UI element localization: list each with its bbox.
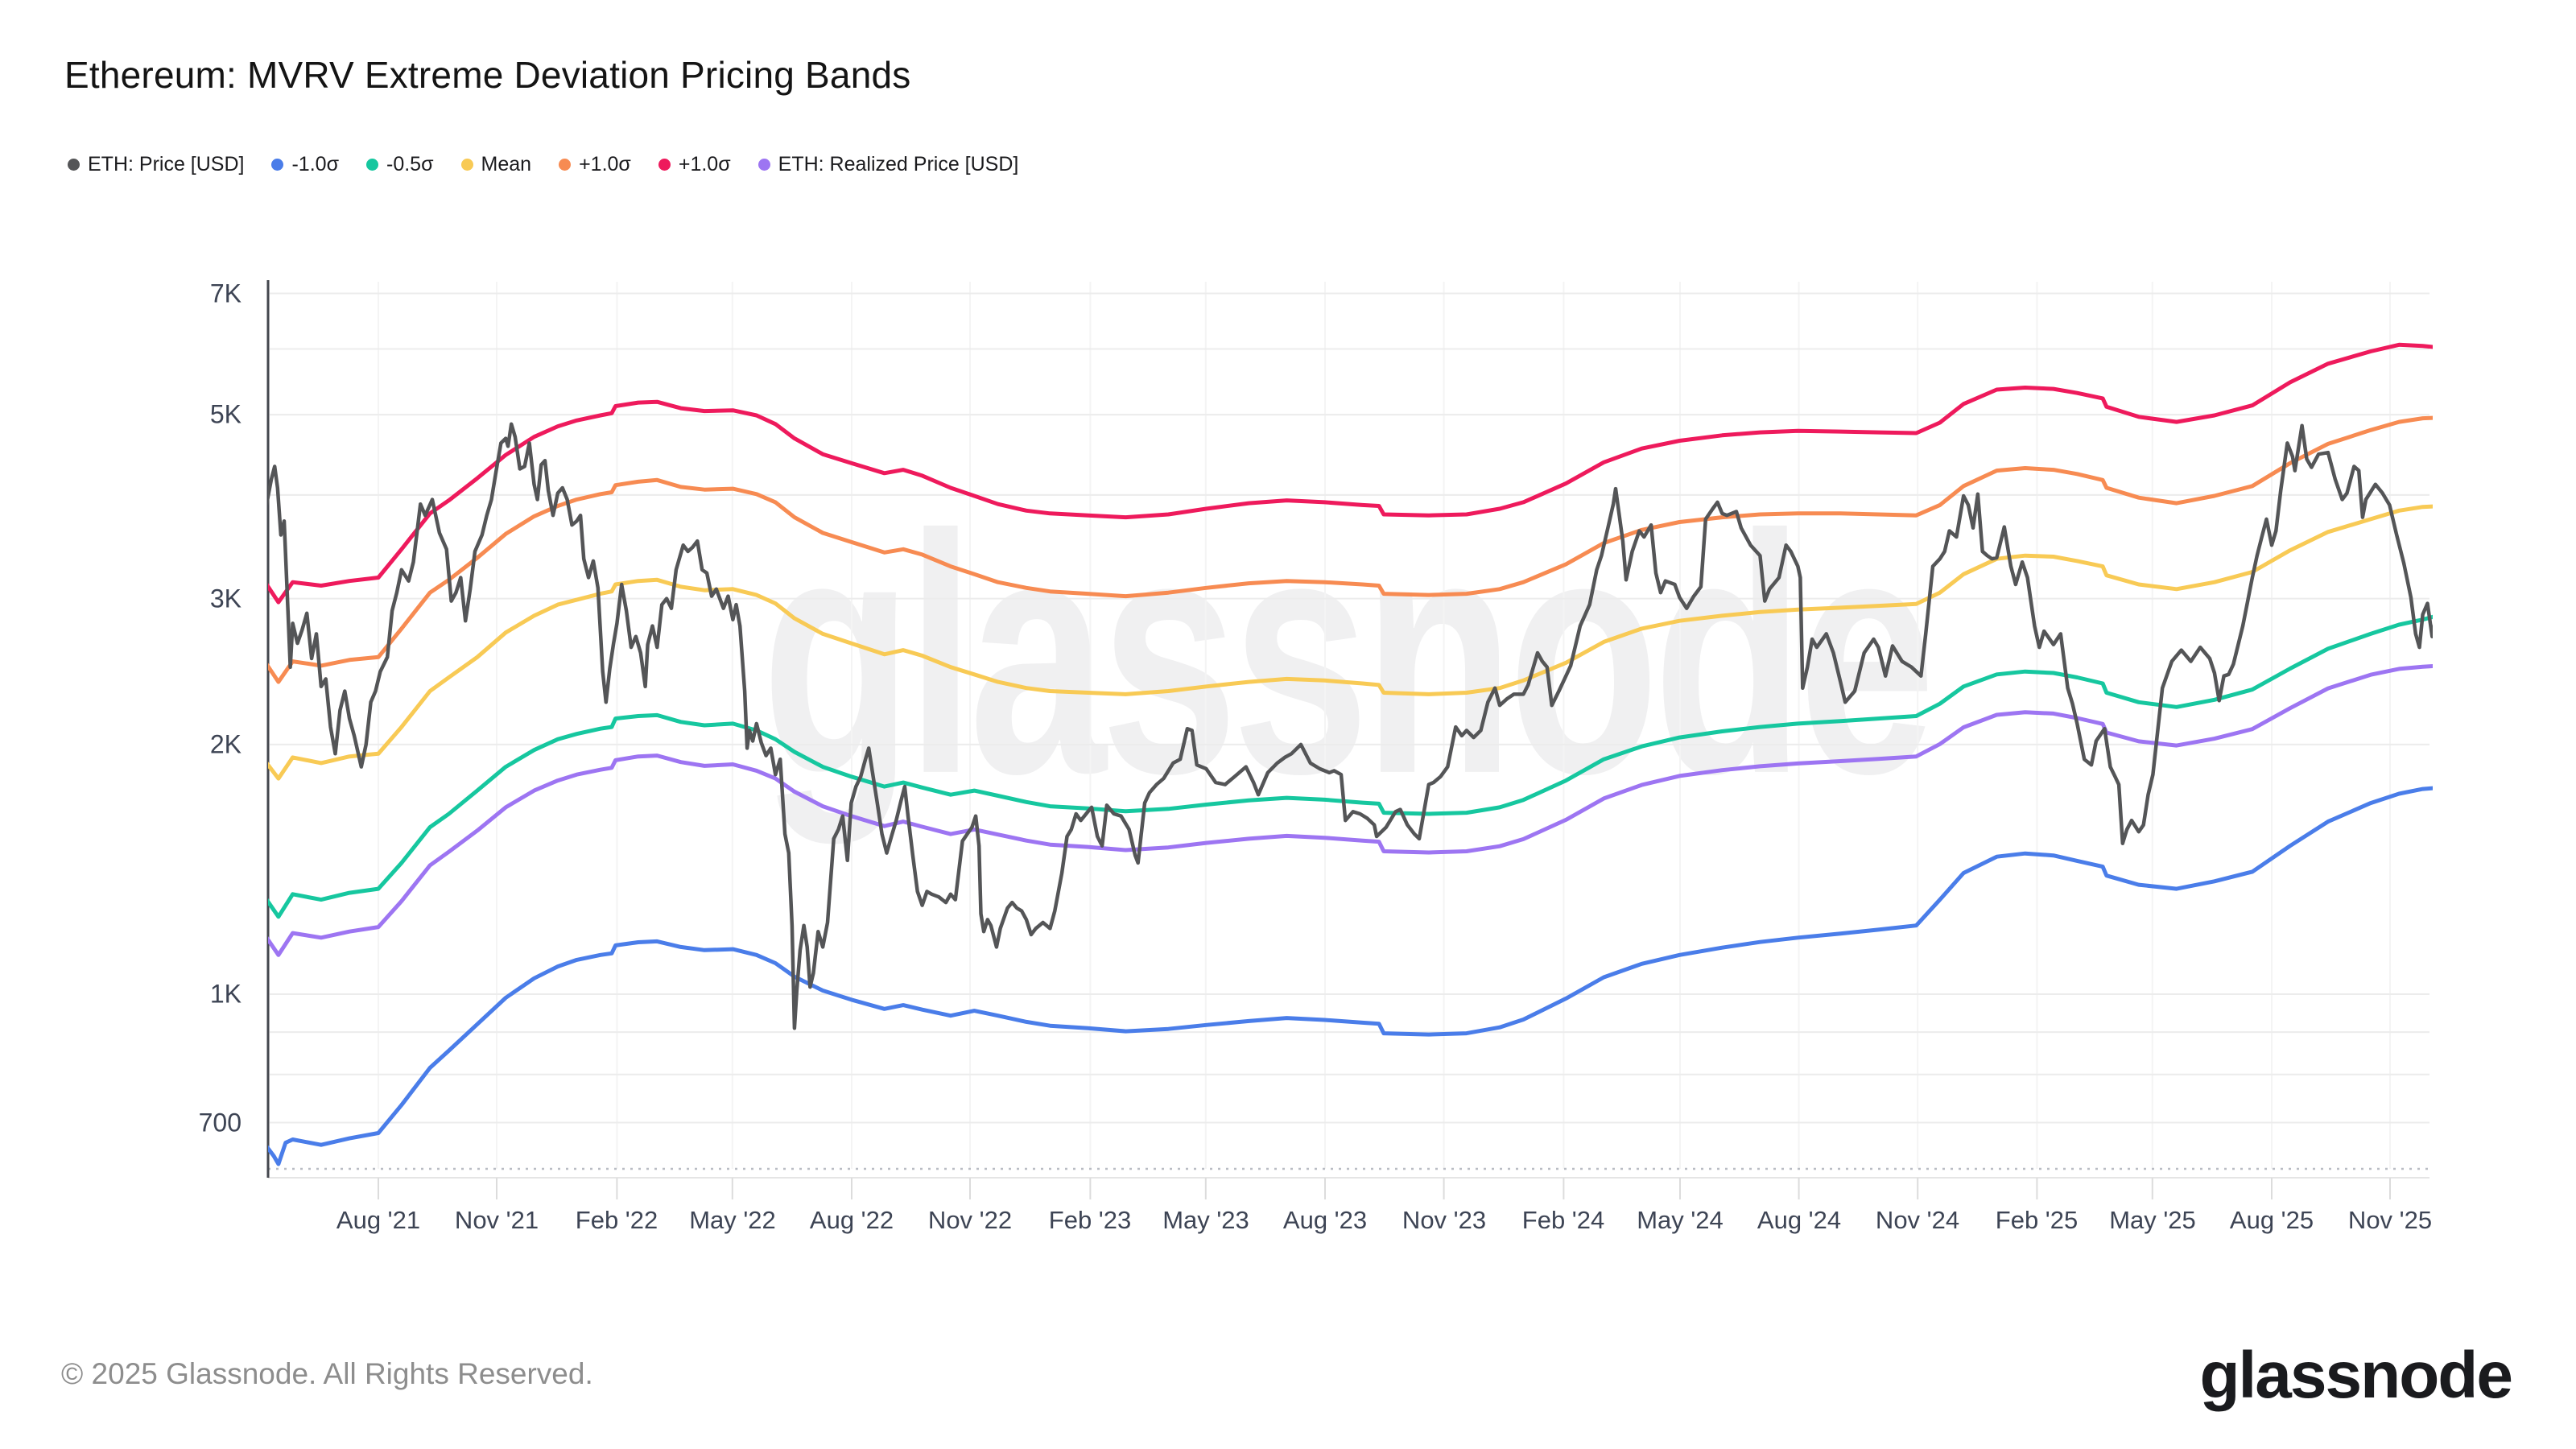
legend-dot-icon (658, 159, 671, 171)
legend-item-label: ETH: Price [USD] (88, 153, 245, 175)
y-axis-label-2K: 2K (209, 729, 242, 759)
x-axis-label: Nov '23 (1402, 1206, 1487, 1234)
x-axis-label: May '22 (689, 1206, 776, 1234)
legend-item-label: ETH: Realized Price [USD] (778, 153, 1019, 175)
x-axis-label: Nov '21 (454, 1206, 539, 1234)
y-axis-label-3K: 3K (209, 584, 242, 613)
series-minus-05-sigma[interactable] (266, 614, 2442, 919)
glassnode-logo: glassnode (2199, 1339, 2513, 1412)
legend-item-label: -0.5σ (386, 153, 434, 175)
y-axis-label-5K: 5K (209, 399, 242, 429)
x-axis-label: Feb '25 (1995, 1206, 2079, 1234)
x-axis-label: Feb '22 (575, 1206, 658, 1234)
y-axis-label-7K: 7K (209, 279, 242, 308)
legend-dot-icon (271, 159, 284, 171)
legend-dot-icon (559, 159, 572, 171)
legend-item-3[interactable]: -0.5σ (366, 153, 434, 176)
x-axis-label: Aug '23 (1282, 1206, 1368, 1234)
x-axis-label: Feb '23 (1048, 1206, 1132, 1234)
x-axis-label: Aug '24 (1757, 1206, 1842, 1234)
legend-item-1[interactable]: ETH: Price [USD] (68, 153, 244, 176)
legend-item-7[interactable]: ETH: Realized Price [USD] (758, 153, 1019, 176)
legend-item-label: +1.0σ (579, 153, 631, 175)
series-plus-1-sigma[interactable] (266, 415, 2442, 684)
legend-item-6[interactable]: +1.0σ (658, 153, 731, 176)
x-axis-label: May '23 (1162, 1206, 1249, 1234)
legend-item-4[interactable]: Mean (460, 153, 532, 176)
legend-item-2[interactable]: -1.0σ (271, 153, 339, 176)
x-axis-label: Aug '22 (809, 1206, 894, 1234)
series-mean[interactable] (266, 504, 2442, 781)
y-axis-label-700: 700 (198, 1108, 242, 1137)
copyright-text: © 2025 Glassnode. All Rights Reserved. (61, 1357, 593, 1390)
legend-dot-icon (68, 159, 80, 171)
legend-item-label: Mean (481, 153, 532, 175)
page-title: Ethereum: MVRV Extreme Deviation Pricing… (64, 54, 911, 96)
series-eth-price[interactable] (266, 422, 2442, 1030)
series-minus-1-sigma[interactable] (266, 786, 2442, 1166)
legend-dot-icon (758, 159, 770, 171)
y-axis-label-1K: 1K (209, 979, 242, 1009)
legend-item-label: +1.0σ (678, 153, 731, 175)
x-axis-label: Nov '22 (927, 1206, 1013, 1234)
x-axis-label: Nov '24 (1875, 1206, 1960, 1234)
x-axis-label: May '24 (1637, 1206, 1724, 1234)
x-axis-label: Aug '21 (336, 1206, 421, 1234)
x-axis-label: Aug '25 (2229, 1206, 2314, 1234)
x-axis-label: Nov '25 (2347, 1206, 2433, 1234)
series-plus-1-sigma-extreme[interactable] (266, 342, 2442, 605)
x-axis-label: May '25 (2109, 1206, 2196, 1234)
legend: ETH: Price [USD] -1.0σ -0.5σ Mean +1.0σ +1.0σ… (68, 153, 1018, 176)
x-axis-label: Feb '24 (1521, 1206, 1605, 1234)
legend-dot-icon (366, 159, 378, 171)
legend-item-5[interactable]: +1.0σ (559, 153, 631, 176)
series-realized-price[interactable] (266, 664, 2442, 957)
legend-dot-icon (460, 159, 473, 171)
legend-item-label: -1.0σ (291, 153, 339, 175)
